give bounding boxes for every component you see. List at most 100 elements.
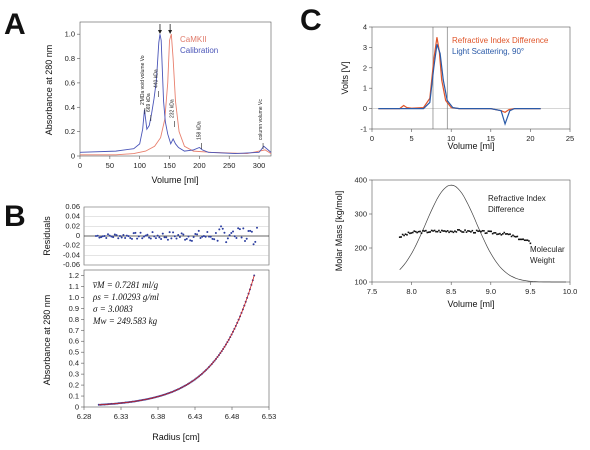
- panel-b-res-point: [252, 243, 255, 246]
- panel-a-xtick-label: 50: [106, 161, 114, 170]
- panel-a-peak-arrowhead: [168, 30, 173, 34]
- legend-camkii: CaMKII: [180, 35, 207, 44]
- panel-b-fit-ytick-label: 0.8: [69, 315, 79, 324]
- panel-c-top-ytick-label: 4: [363, 23, 367, 32]
- panel-c-mw-point: [523, 239, 526, 242]
- panel-c-mw-point: [446, 230, 449, 232]
- panel-c-mw-point: [499, 232, 501, 235]
- panel-b-res-point: [185, 237, 188, 240]
- panel-c-mw-point: [400, 236, 402, 238]
- panel-c-mw-point: [470, 231, 472, 233]
- panel-c-mw-point: [480, 230, 482, 233]
- panel-c-mw-point: [436, 230, 439, 233]
- panel-b-fit-ytick-label: 0.3: [69, 370, 79, 379]
- label-ri-line2: Difference: [488, 205, 525, 214]
- panel-a-annotation: 2'MDa void volume Vo: [140, 55, 146, 105]
- panel-c-top-ytick-label: 0: [363, 104, 367, 113]
- panel-c-mw-point: [419, 230, 421, 233]
- panel-c-mw-point: [493, 232, 495, 234]
- panel-c-bottom-xtick-label: 7.5: [367, 287, 377, 296]
- panel-c-mw-point: [496, 233, 498, 236]
- panel-b-fit-ytick-label: 0.5: [69, 348, 79, 357]
- panel-c-mw-point: [401, 233, 404, 236]
- panel-c-mw-point: [525, 239, 527, 242]
- panel-b-res-point: [245, 237, 248, 240]
- panel-c-mw-point: [411, 231, 414, 234]
- panel-b-res-point: [122, 233, 125, 236]
- panel-b-res-point: [213, 238, 216, 241]
- panel-b-res-ytick-label: 0.02: [65, 221, 80, 230]
- panel-b-res-point: [226, 237, 229, 240]
- panel-c-mw-point: [423, 230, 426, 232]
- panel-b-res-point: [142, 235, 145, 238]
- panel-c-bottom-ticks: 7.5 8.0 8.5 9.0 9.5 10.0 100 200 300 400: [354, 176, 577, 297]
- panel-b-res-point: [160, 237, 163, 240]
- panel-a-ylabel: Absorbance at 280 nm: [44, 45, 54, 136]
- panel-b-res-point: [127, 235, 130, 238]
- panel-letter-c: C: [300, 4, 322, 37]
- panel-c-mw-point: [417, 230, 420, 233]
- panel-b-res-point: [237, 227, 240, 230]
- panel-c-mw-point: [500, 234, 503, 236]
- panel-c-top-series: [372, 27, 570, 129]
- panel-c-mw-point: [416, 231, 418, 234]
- panel-b-res-point: [170, 237, 173, 240]
- panel-b-res-point: [206, 231, 209, 234]
- panel-c-mw-point: [464, 229, 466, 231]
- panel-b-res-point: [95, 235, 97, 238]
- panel-b-res-point: [165, 236, 168, 239]
- panel-c-bottom-xtick-label: 9.0: [486, 287, 496, 296]
- panel-b-res-ytick-label: -0.06: [63, 260, 80, 269]
- panel-b-res-point: [175, 237, 178, 240]
- panel-a-xtick-label: 150: [163, 161, 176, 170]
- panel-c-mw-point: [454, 230, 456, 232]
- panel-c-mw-point: [410, 232, 413, 234]
- panel-a-ytick-label: 0.8: [65, 54, 75, 63]
- panel-c-mw-point: [506, 233, 508, 235]
- panel-c-top-xtick-label: 0: [370, 134, 374, 143]
- panel-c-mw-point: [494, 232, 497, 234]
- panel-b-res-point: [238, 228, 241, 231]
- label-ri-line1: Refractive Index: [488, 194, 546, 203]
- panel-b-res-point: [144, 234, 147, 237]
- panel-b-fit-frame: [83, 269, 270, 408]
- panel-c-bottom-ytick-label: 300: [354, 210, 367, 219]
- panel-b-res-point: [129, 237, 132, 240]
- panel-b-res-point: [146, 233, 149, 236]
- legend-calibration: Calibration: [180, 46, 218, 55]
- panel-b-res-point: [192, 235, 195, 238]
- panel-b-res-point: [124, 237, 127, 240]
- panel-b-residuals-chart: 0.060.040.020-0.02-0.04-0.06 Residuals: [42, 202, 270, 269]
- panel-b-res-points: [95, 225, 258, 246]
- panel-c-mw-point: [406, 234, 408, 236]
- panel-b-res-point: [187, 235, 190, 238]
- panel-a-ytick-label: 0.4: [65, 103, 75, 112]
- panel-b-res-point: [149, 237, 152, 240]
- panel-b-res-point: [190, 239, 193, 242]
- panel-b-res-point: [256, 226, 258, 229]
- panel-b-res-point: [110, 235, 113, 238]
- panel-c-mw-point: [459, 230, 462, 232]
- panel-a-ytick-label: 1.0: [65, 30, 75, 39]
- panel-c-mw-point: [472, 231, 475, 234]
- panel-a-annotation: 669 kDa: [146, 93, 152, 112]
- panel-b-fit-ytick-label: 0.6: [69, 337, 79, 346]
- panel-b-fit-xtick-label: 6.28: [77, 412, 92, 421]
- panel-c-mw-point: [409, 232, 411, 235]
- panel-c-mw-point: [427, 231, 430, 234]
- panel-c-mw-point: [519, 238, 522, 241]
- panel-b-fit-ytick-label: 0.1: [69, 392, 79, 401]
- panel-b-res-point: [96, 234, 99, 237]
- panel-b-res-point: [118, 235, 121, 238]
- panel-b-res-point: [130, 237, 133, 240]
- panel-b-fit-ytick-label: 1.1: [69, 282, 79, 291]
- label-mw-line2: Weight: [530, 256, 556, 265]
- panel-b-fit-xlabel: Radius [cm]: [152, 432, 200, 442]
- panel-b-res-point: [161, 232, 164, 235]
- panel-a-annotation: 158 kDa: [197, 121, 203, 140]
- panel-letter-b: B: [4, 200, 26, 233]
- panel-b-res-point: [228, 234, 231, 237]
- panel-b-res-point: [112, 236, 115, 239]
- panel-c-mw-point: [516, 235, 519, 238]
- panel-c-mw-point: [483, 230, 485, 232]
